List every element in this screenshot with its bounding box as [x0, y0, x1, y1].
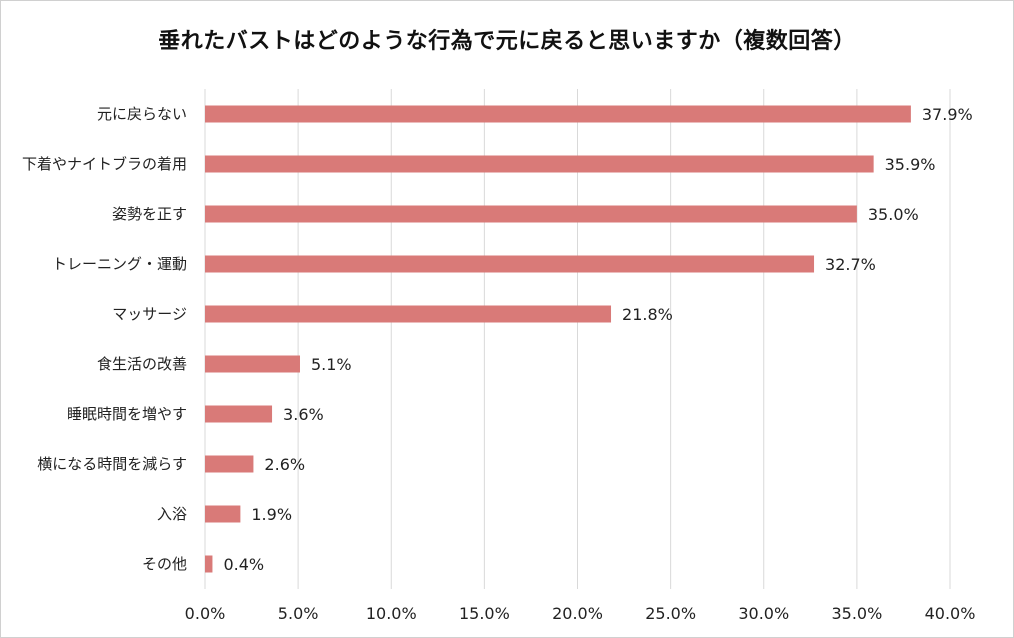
category-label: 睡眠時間を増やす: [67, 405, 187, 423]
category-label: 下着やナイトブラの着用: [22, 155, 187, 173]
bar: [205, 455, 254, 473]
value-label: 1.9%: [251, 505, 292, 524]
chart-title: 垂れたバストはどのような行為で元に戻ると思いますか（複数回答）: [158, 29, 856, 54]
category-label: 横になる時間を減らす: [37, 455, 187, 473]
x-tick-label: 15.0%: [459, 604, 510, 623]
x-tick-label: 40.0%: [925, 604, 976, 623]
category-label: その他: [142, 555, 187, 573]
x-tick-label: 35.0%: [831, 604, 882, 623]
x-tick-label: 30.0%: [738, 604, 789, 623]
bar: [205, 105, 911, 123]
x-tick-label: 0.0%: [185, 604, 226, 623]
category-label: 入浴: [157, 505, 187, 523]
bar: [205, 555, 213, 573]
x-tick-label: 25.0%: [645, 604, 696, 623]
category-label: 姿勢を正す: [112, 205, 187, 223]
bar: [205, 255, 815, 273]
value-label: 21.8%: [622, 305, 673, 324]
category-label: マッサージ: [112, 305, 187, 323]
value-label: 32.7%: [825, 255, 876, 274]
value-label: 3.6%: [283, 405, 324, 424]
value-label: 37.9%: [922, 105, 973, 124]
bar: [205, 205, 857, 223]
x-tick-label: 5.0%: [278, 604, 319, 623]
bar: [205, 355, 300, 373]
category-label: 食生活の改善: [97, 355, 187, 373]
value-label: 35.0%: [868, 205, 919, 224]
bar: [205, 405, 273, 423]
bar: [205, 305, 612, 323]
x-tick-label: 20.0%: [552, 604, 603, 623]
bar: [205, 155, 874, 173]
value-label: 5.1%: [311, 355, 352, 374]
x-tick-label: 10.0%: [366, 604, 417, 623]
category-label: 元に戻らない: [97, 105, 187, 123]
value-label: 2.6%: [264, 455, 305, 474]
bar: [205, 505, 241, 523]
value-label: 0.4%: [223, 555, 264, 574]
value-label: 35.9%: [885, 155, 936, 174]
category-label: トレーニング・運動: [52, 255, 187, 273]
